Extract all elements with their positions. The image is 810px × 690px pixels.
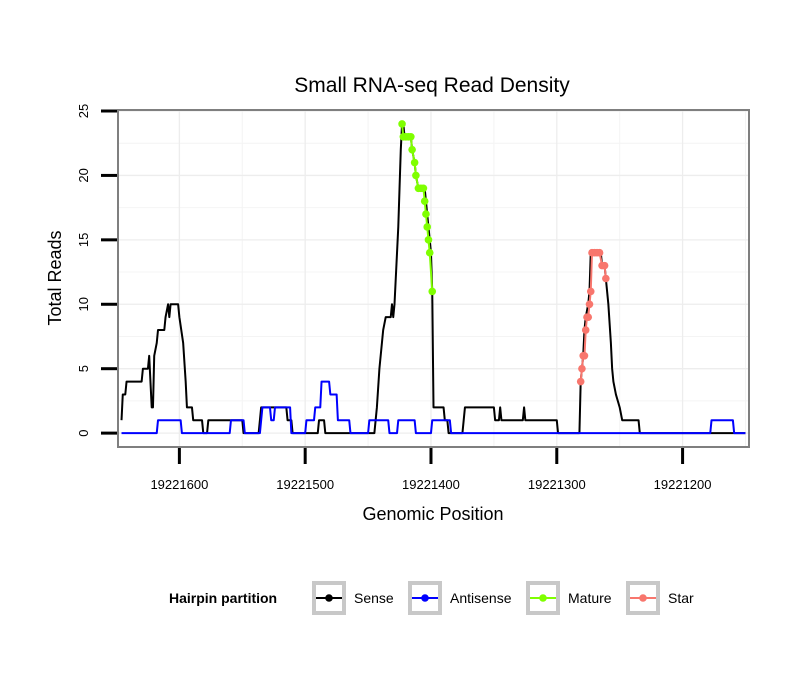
legend: Hairpin partition Sense Antisense Mature St…	[169, 581, 694, 615]
data-point-mature	[420, 197, 429, 205]
legend-entry-antisense: Antisense	[408, 581, 512, 615]
x-tick-label: 19221400	[402, 477, 460, 492]
data-point-star	[580, 352, 589, 360]
y-tick-label: 0	[76, 429, 91, 436]
legend-label: Sense	[354, 590, 394, 606]
axes: 19221600 19221500 19221400 19221300 19221200…	[76, 104, 712, 492]
y-tick-label: 5	[76, 365, 91, 372]
legend-key-marker	[539, 594, 547, 602]
data-point-star	[576, 377, 585, 386]
data-point-star	[595, 248, 604, 257]
legend-key-marker	[421, 594, 429, 602]
data-point-mature	[424, 236, 433, 244]
series-line-antisense	[121, 380, 746, 435]
data-point-star	[584, 313, 593, 321]
x-tick-label: 19221300	[528, 477, 586, 492]
plot-panel-border	[117, 109, 750, 448]
legend-title: Hairpin partition	[169, 590, 277, 606]
data-point-mature	[425, 248, 434, 257]
legend-label: Antisense	[450, 590, 512, 606]
data-point-mature	[428, 287, 437, 296]
x-tick-label: 19221500	[276, 477, 334, 492]
legend-key-marker	[639, 594, 647, 602]
y-tick-label: 15	[76, 233, 91, 247]
data-point-mature	[423, 223, 432, 231]
legend-entry-sense: Sense	[312, 581, 394, 615]
legend-key-marker	[325, 594, 333, 602]
data-point-mature	[407, 132, 415, 141]
data-point-star	[600, 261, 609, 270]
data-point-mature	[422, 210, 430, 218]
x-tick-label: 19221600	[150, 477, 208, 492]
legend-entry-star: Star	[626, 581, 694, 615]
data-point-mature	[412, 171, 420, 180]
y-axis-title: Total Reads	[45, 230, 65, 325]
data-point-star	[586, 287, 595, 296]
data-point-star	[602, 274, 610, 283]
y-tick-label: 20	[76, 168, 91, 182]
data-point-mature	[410, 158, 419, 167]
x-axis-title: Genomic Position	[362, 504, 503, 524]
data-point-star	[581, 326, 590, 334]
data-point-star	[578, 364, 586, 373]
data-point-mature	[419, 184, 428, 193]
y-tick-label: 10	[76, 297, 91, 311]
y-tick-label: 25	[76, 104, 91, 118]
series-line-sense	[120, 122, 746, 435]
series-layer	[120, 120, 746, 435]
data-point-mature	[408, 145, 416, 154]
legend-label: Mature	[568, 590, 612, 606]
x-tick-label: 19221200	[654, 477, 712, 492]
legend-entry-mature: Mature	[526, 581, 612, 615]
data-point-mature	[398, 120, 406, 128]
data-point-star	[585, 300, 594, 309]
chart-title: Small RNA-seq Read Density	[294, 74, 570, 97]
legend-label: Star	[668, 590, 694, 606]
